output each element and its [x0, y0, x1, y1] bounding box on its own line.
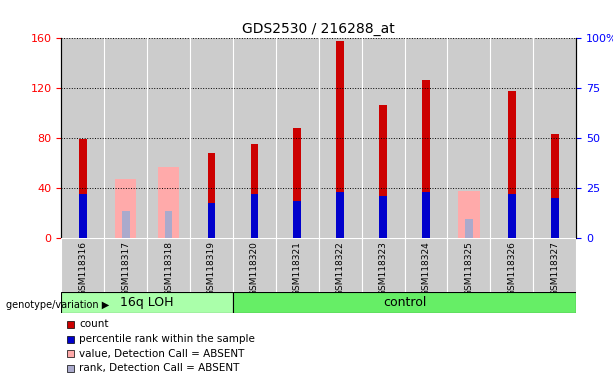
Text: GSM118316: GSM118316 [78, 241, 87, 296]
Bar [147, 38, 190, 238]
Text: genotype/variation ▶: genotype/variation ▶ [6, 300, 109, 310]
Text: GSM118323: GSM118323 [379, 241, 387, 296]
Bar [405, 38, 447, 238]
Bar [447, 238, 490, 294]
Bar [447, 38, 490, 238]
Bar [422, 192, 430, 238]
Bar [61, 38, 104, 238]
Bar [158, 167, 180, 238]
Bar [251, 144, 258, 238]
Text: GSM118320: GSM118320 [250, 241, 259, 296]
Bar [294, 128, 301, 238]
Title: GDS2530 / 216288_at: GDS2530 / 216288_at [242, 22, 395, 36]
Text: GSM118318: GSM118318 [164, 241, 173, 296]
Text: count: count [79, 319, 109, 329]
Text: 16q LOH: 16q LOH [120, 296, 174, 309]
Text: control: control [383, 296, 426, 309]
Bar [79, 139, 86, 238]
Bar [115, 179, 136, 238]
Text: value, Detection Call = ABSENT: value, Detection Call = ABSENT [79, 349, 245, 359]
Text: GSM118322: GSM118322 [336, 241, 345, 296]
Bar [233, 292, 576, 313]
Bar [490, 238, 533, 294]
Bar [551, 134, 558, 238]
Bar [276, 38, 319, 238]
Text: GSM118324: GSM118324 [422, 241, 430, 296]
Bar [79, 194, 86, 238]
Text: GSM118321: GSM118321 [293, 241, 302, 296]
Bar [104, 238, 147, 294]
Bar [122, 210, 129, 238]
Bar [533, 238, 576, 294]
Text: percentile rank within the sample: percentile rank within the sample [79, 334, 255, 344]
Bar [362, 38, 405, 238]
Text: GSM118319: GSM118319 [207, 241, 216, 296]
Bar [233, 238, 276, 294]
Bar [362, 238, 405, 294]
Bar [551, 198, 558, 238]
Bar [233, 38, 276, 238]
Bar [465, 219, 473, 238]
Bar [490, 38, 533, 238]
Bar [319, 238, 362, 294]
Text: GSM118327: GSM118327 [550, 241, 559, 296]
Bar [422, 79, 430, 238]
Bar [508, 91, 516, 238]
Text: GSM118326: GSM118326 [508, 241, 516, 296]
Bar [147, 238, 190, 294]
Text: GSM118325: GSM118325 [465, 241, 473, 296]
Text: rank, Detection Call = ABSENT: rank, Detection Call = ABSENT [79, 363, 239, 373]
Bar [208, 203, 215, 238]
Bar [405, 238, 447, 294]
Bar [61, 292, 233, 313]
Bar [61, 238, 104, 294]
Bar [104, 38, 147, 238]
Bar [508, 194, 516, 238]
Bar [276, 238, 319, 294]
Bar [319, 38, 362, 238]
Bar [190, 238, 233, 294]
Bar [165, 210, 172, 238]
Bar [533, 38, 576, 238]
Bar [208, 153, 215, 238]
Bar [294, 200, 301, 238]
Bar [379, 104, 387, 238]
Bar [337, 192, 344, 238]
Bar [337, 41, 344, 238]
Bar [251, 194, 258, 238]
Bar [379, 195, 387, 238]
Bar [190, 38, 233, 238]
Text: GSM118317: GSM118317 [121, 241, 130, 296]
Bar [458, 190, 479, 238]
